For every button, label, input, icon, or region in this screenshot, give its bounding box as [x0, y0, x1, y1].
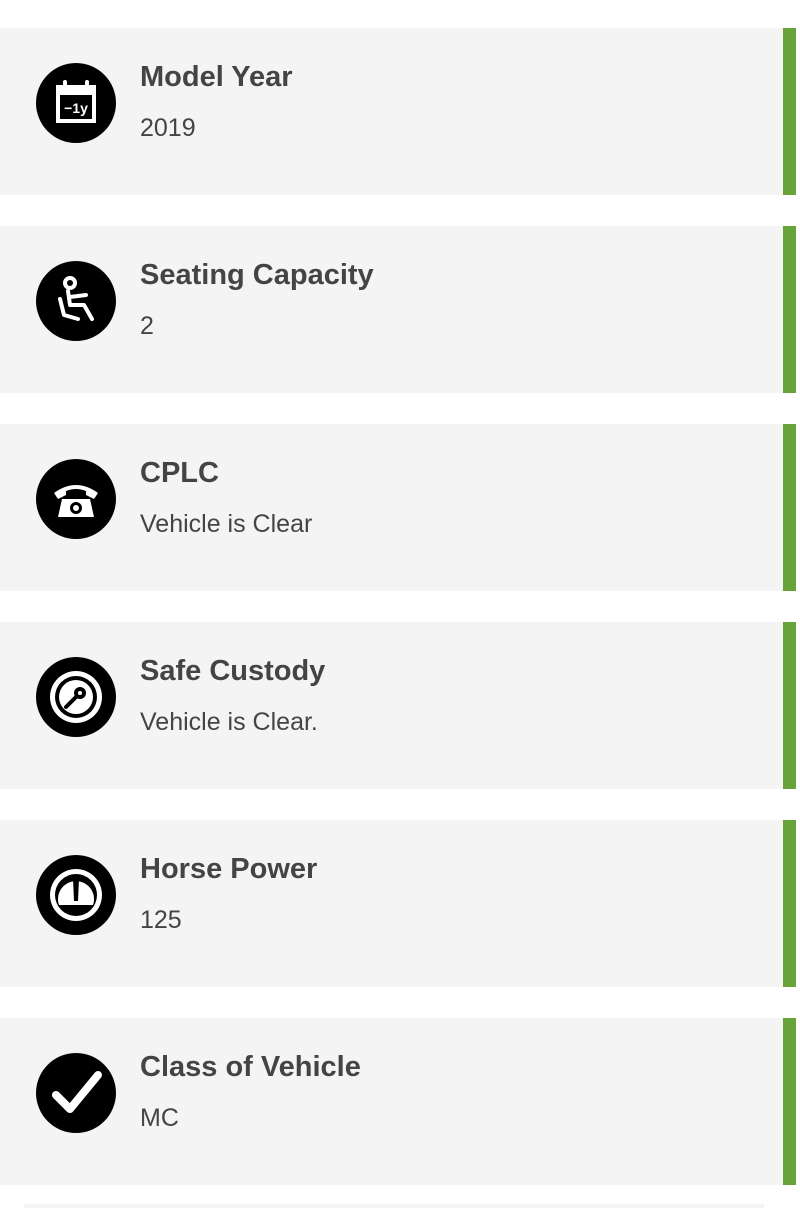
telephone-icon — [36, 459, 116, 539]
next-card-edge — [24, 1204, 764, 1208]
card-value: 125 — [140, 906, 182, 934]
checkmark-icon — [36, 1053, 116, 1133]
accent-bar — [783, 1018, 796, 1185]
card-title: Safe Custody — [140, 655, 326, 687]
vehicle-info-list: −1y Model Year 2019 Seating Capacity 2 C… — [0, 28, 800, 1216]
accent-bar — [783, 226, 796, 393]
card-title: Model Year — [140, 61, 293, 93]
calendar-icon: −1y — [36, 63, 116, 143]
info-card-cplc: CPLC Vehicle is Clear — [0, 424, 796, 591]
info-card-class-of-vehicle: Class of Vehicle MC — [0, 1018, 796, 1185]
card-title: Class of Vehicle — [140, 1051, 361, 1083]
accent-bar — [783, 28, 796, 195]
key-icon — [36, 657, 116, 737]
speedometer-icon — [36, 855, 116, 935]
card-value: Vehicle is Clear — [140, 510, 313, 538]
card-value: Vehicle is Clear. — [140, 708, 318, 736]
info-card-model-year: −1y Model Year 2019 — [0, 28, 796, 195]
accent-bar — [783, 622, 796, 789]
info-card-horse-power: Horse Power 125 — [0, 820, 796, 987]
card-title: Horse Power — [140, 853, 318, 885]
card-value: 2019 — [140, 114, 196, 142]
calendar-icon-text: −1y — [64, 100, 88, 116]
info-card-safe-custody: Safe Custody Vehicle is Clear. — [0, 622, 796, 789]
accent-bar — [783, 820, 796, 987]
card-title: Seating Capacity — [140, 259, 374, 291]
info-card-seating-capacity: Seating Capacity 2 — [0, 226, 796, 393]
card-value: 2 — [140, 312, 154, 340]
seated-driver-icon — [36, 261, 116, 341]
card-title: CPLC — [140, 457, 219, 489]
card-value: MC — [140, 1104, 179, 1132]
accent-bar — [783, 424, 796, 591]
